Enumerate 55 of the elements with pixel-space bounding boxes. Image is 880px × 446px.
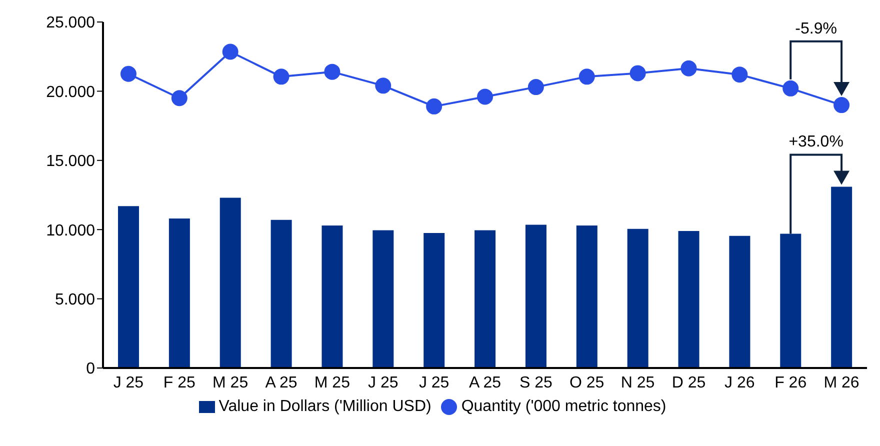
bar [627,228,648,368]
bar [525,224,546,368]
point [324,64,340,80]
point [120,66,136,82]
bar [729,236,750,368]
x-tick-label: A 25 [265,374,298,392]
x-tick-label: J 25 [418,374,450,392]
point [732,66,748,83]
x-tick-label: O 25 [570,374,604,392]
point [680,60,697,76]
annotation: +35.0% [788,134,844,151]
x-tick-label: F 25 [163,374,196,392]
point [171,90,188,106]
y-tick-label: 0 [86,360,96,378]
bar [168,218,190,368]
legend-label: Value in Dollars ('Million USD) [218,398,432,415]
legend-label: Quantity ('000 metric tonnes) [461,398,666,415]
bar [678,230,700,368]
bar [424,233,445,368]
x-tick-label: F 26 [774,374,807,392]
bar [576,225,598,368]
point [375,78,392,94]
x-tick-label: M 25 [314,374,350,392]
y-tick-label: 20.000 [46,84,96,101]
point [222,44,238,60]
bar [831,186,852,368]
y-tick-label: 25.000 [46,14,96,32]
x-tick-label: J 25 [113,374,144,392]
point [273,68,290,85]
x-tick-label: M 25 [212,374,248,392]
x-tick-label: J 25 [368,374,398,392]
bar [780,234,802,368]
x-tick-label: M 26 [824,374,860,392]
y-tick-label: 15.000 [46,153,96,170]
point [528,79,544,96]
x-tick-label: A 25 [468,374,502,392]
point [630,65,646,82]
bar [372,230,394,368]
annotation: -5.9% [795,20,837,38]
x-tick-label: N 25 [620,374,655,392]
bar [220,198,241,368]
point [426,98,442,114]
bar [474,230,496,368]
bar [322,225,343,368]
point [782,80,799,96]
bar [270,220,292,368]
x-tick-label: J 26 [724,374,755,392]
bar [118,206,139,368]
point [477,88,493,105]
x-tick-label: S 25 [519,374,552,392]
point [578,68,595,85]
y-tick-label: 10.000 [46,222,96,240]
x-tick-label: D 25 [672,374,706,392]
point [834,97,850,114]
y-tick-label: 5.000 [54,291,96,308]
